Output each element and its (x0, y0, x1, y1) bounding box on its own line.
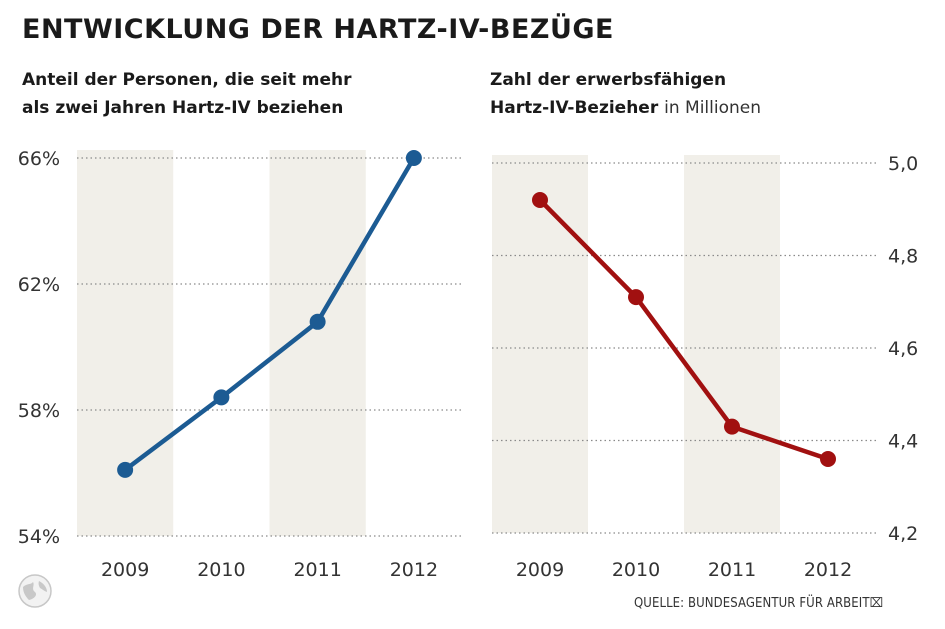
y-tick-label: 4,2 (888, 523, 918, 545)
column-band (269, 150, 366, 536)
x-tick-label: 2010 (197, 559, 245, 581)
y-tick-label: 62% (18, 274, 60, 296)
y-tick-label: 4,8 (888, 246, 918, 268)
x-tick-label: 2009 (101, 559, 149, 581)
y-tick-label: 58% (18, 400, 60, 422)
y-tick-label: 5,0 (888, 153, 918, 175)
left-subtitle-line-2: als zwei Jahren Hartz-IV beziehen (22, 98, 344, 118)
left-chart-subtitle: Anteil der Personen, die seit mehr als z… (22, 66, 462, 122)
data-point (309, 313, 326, 330)
series-line (537, 197, 831, 462)
y-tick-label: 4,4 (888, 431, 918, 453)
data-point (213, 389, 230, 406)
left-subtitle-line-1: Anteil der Personen, die seit mehr (22, 70, 352, 90)
right-subtitle-line-1: Zahl der erwerbsfähigen (490, 70, 727, 90)
source-text: QUELLE: BUNDESAGENTUR FÜR ARBEIT (634, 596, 870, 611)
x-tick-label: 2009 (516, 559, 564, 581)
column-band (684, 155, 780, 533)
globe-logo-icon (18, 574, 52, 608)
x-tick-label: 2011 (293, 559, 341, 581)
chart-title: ENTWICKLUNG DER HARTZ-IV-BEZÜGE (22, 14, 615, 45)
y-tick-label: 54% (18, 526, 60, 548)
x-tick-label: 2011 (708, 559, 756, 581)
y-tick-label: 66% (18, 148, 60, 170)
y-tick-label: 4,6 (888, 338, 918, 360)
data-point (532, 192, 548, 208)
x-tick-label: 2012 (804, 559, 852, 581)
series-line (122, 155, 417, 473)
x-tick-label: 2012 (390, 559, 438, 581)
column-band (492, 155, 588, 533)
data-point (724, 418, 740, 435)
right-subtitle-unit: in Millionen (664, 98, 762, 118)
right-chart-subtitle: Zahl der erwerbsfähigen Hartz-IV-Beziehe… (490, 66, 910, 122)
data-point (820, 451, 836, 467)
data-point (628, 289, 644, 306)
right-subtitle-bold: Hartz-IV-Bezieher (490, 98, 659, 118)
source-note: QUELLE: BUNDESAGENTUR FÜR ARBEIT⌧ (634, 596, 884, 611)
data-point (117, 461, 134, 478)
data-point (405, 150, 422, 166)
x-tick-label: 2010 (612, 559, 660, 581)
